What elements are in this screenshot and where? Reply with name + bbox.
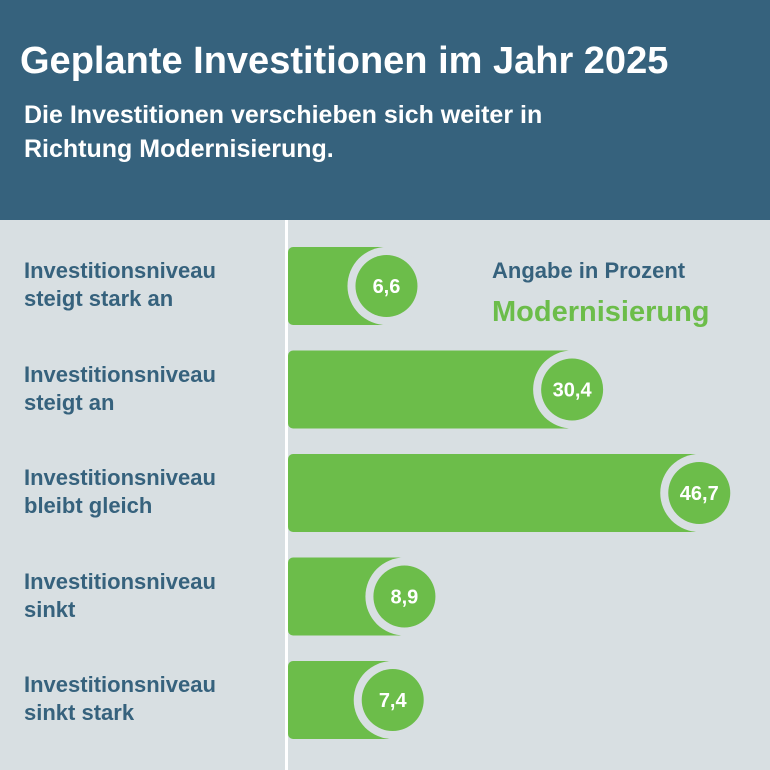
- category-label-line: steigt an: [24, 389, 115, 415]
- category-label-line: Investitionsniveau: [24, 361, 216, 387]
- category-label-line: Investitionsniveau: [24, 465, 216, 490]
- category-label-line: bleibt gleich: [24, 493, 153, 518]
- page-subtitle: Die Investitionen verschieben sich weite…: [24, 101, 543, 163]
- bar: [288, 350, 573, 429]
- page-title: Geplante Investitionen im Jahr 2025: [20, 40, 669, 82]
- category-label: Investitionsniveau steigt stark an: [24, 257, 274, 313]
- value-bubble: [355, 255, 418, 317]
- category-label-line: Investitionsniveau: [24, 568, 216, 594]
- data-label: 8,9: [391, 587, 419, 609]
- category-label: Investitionsniveau bleibt gleich: [24, 464, 274, 520]
- category-label-line: sinkt stark: [24, 700, 135, 725]
- header: Geplante Investitionen im Jahr 2025 Die …: [0, 0, 770, 220]
- category-label-line: sinkt: [24, 596, 76, 622]
- value-bubble: [361, 669, 424, 731]
- legend-series-name: Modernisierung: [492, 296, 710, 328]
- category-label: Investitionsniveau steigt an: [24, 361, 274, 417]
- value-bubble: [541, 358, 604, 421]
- bar: [288, 454, 700, 532]
- data-label: 6,6: [373, 276, 401, 298]
- axis-line: [285, 220, 288, 770]
- category-label-line: Investitionsniveau: [24, 258, 216, 283]
- category-label-line: Investitionsniveau: [24, 672, 216, 697]
- value-bubble: [668, 462, 731, 524]
- data-label: 30,4: [553, 380, 593, 402]
- category-label: Investitionsniveau sinkt stark: [24, 671, 274, 727]
- category-label: Investitionsniveau sinkt: [24, 568, 274, 624]
- category-label-line: steigt stark an: [24, 286, 174, 311]
- data-label: 46,7: [680, 483, 719, 505]
- value-bubble: [373, 565, 436, 628]
- unit-note: Angabe in Prozent: [492, 258, 686, 283]
- data-label: 7,4: [379, 690, 408, 712]
